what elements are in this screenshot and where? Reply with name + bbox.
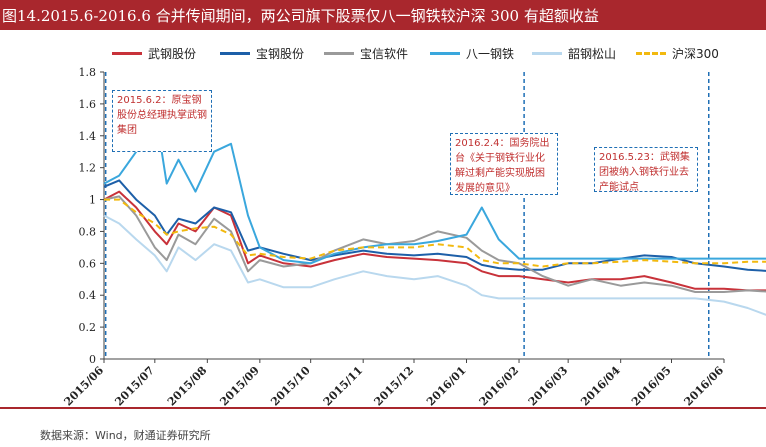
annotation-box-0: 2015.6.2：原宝钢股份总经理执掌武钢集团 <box>112 90 212 152</box>
series-line-2 <box>103 195 766 293</box>
x-tick-label-8: 2016/02 <box>477 364 522 407</box>
y-tick-label-2: 0.4 <box>79 289 97 302</box>
y-tick-label-7: 1.4 <box>79 130 97 143</box>
series-line-4 <box>103 214 766 316</box>
x-tick-label-4: 2015/10 <box>268 364 313 407</box>
legend-swatch-series-1 <box>220 51 250 55</box>
y-tick-label-6: 1.2 <box>79 162 97 175</box>
y-tick-label-5: 1 <box>89 194 96 207</box>
x-tick-label-0: 2015/06 <box>62 364 107 407</box>
legend-item-series-0: 武钢股份 <box>112 45 196 61</box>
chart-legend: 武钢股份 宝钢股份 宝信软件 八一钢铁 韶钢松山 沪深300 <box>112 45 719 61</box>
annotation-text-0: 2015.6.2：原宝钢股份总经理执掌武钢集团 <box>117 95 207 136</box>
series-line-5 <box>104 198 766 268</box>
legend-item-series-3: 八一钢铁 <box>430 45 514 61</box>
x-tick-label-1: 2015/07 <box>112 364 157 407</box>
legend-label-series-4: 韶钢松山 <box>568 46 617 61</box>
legend-swatch-series-2 <box>324 51 354 55</box>
y-tick-label-1: 0.2 <box>79 321 97 334</box>
legend-label-series-1: 宝钢股份 <box>256 46 305 61</box>
x-tick-label-5: 2015/11 <box>321 364 366 407</box>
annotation-text-2: 2016.5.23：武钢集团被纳入钢铁行业去产能试点 <box>599 152 690 193</box>
legend-label-series-2: 宝信软件 <box>360 46 409 61</box>
legend-item-series-2: 宝信软件 <box>324 45 408 61</box>
y-tick-label-8: 1.6 <box>79 98 97 111</box>
legend-swatch-series-3 <box>430 51 460 55</box>
series-line-0 <box>103 190 766 292</box>
annotation-box-1: 2016.2.4：国务院出台《关于钢铁行业化解过剩产能实现脱困发展的意见》 <box>450 133 558 195</box>
x-tick-label-11: 2016/05 <box>629 364 674 407</box>
y-tick-label-3: 0.6 <box>79 257 97 270</box>
x-tick-label-7: 2016/01 <box>424 364 469 407</box>
legend-swatch-series-0 <box>112 51 142 55</box>
legend-label-series-3: 八一钢铁 <box>466 46 515 61</box>
legend-swatch-series-5 <box>636 51 666 55</box>
title-bar: 图14.2015.6-2016.6 合并传闻期间，两公司旗下股票仅八一钢铁较沪深… <box>0 0 766 30</box>
legend-label-series-0: 武钢股份 <box>148 46 197 61</box>
y-tick-label-0: 0 <box>89 353 96 366</box>
x-tick-label-2: 2015/08 <box>165 364 210 407</box>
legend-item-series-4: 韶钢松山 <box>532 45 616 61</box>
footer-rule <box>0 407 766 409</box>
x-tick-label-12: 2016/06 <box>682 364 727 407</box>
x-tick-label-3: 2015/09 <box>217 364 262 407</box>
y-tick-label-9: 1.8 <box>79 66 97 79</box>
annotation-text-1: 2016.2.4：国务院出台《关于钢铁行业化解过剩产能实现脱困发展的意见》 <box>455 138 550 194</box>
source-note: 数据来源：Wind，财通证券研究所 <box>40 429 211 442</box>
line-chart: 0 0.2 0.4 0.6 0.8 1 1.2 1.4 1.6 1.8 2015/06 2015/07… <box>62 66 766 407</box>
legend-item-series-1: 宝钢股份 <box>220 45 304 61</box>
x-tick-label-9: 2016/03 <box>526 364 571 407</box>
legend-item-series-5: 沪深300 <box>636 45 719 61</box>
figure-title: 图14.2015.6-2016.6 合并传闻期间，两公司旗下股票仅八一钢铁较沪深… <box>2 7 599 25</box>
legend-label-series-5: 沪深300 <box>672 46 719 61</box>
series-line-3 <box>103 106 766 265</box>
x-tick-label-10: 2016/04 <box>578 364 623 407</box>
y-tick-label-4: 0.8 <box>79 225 97 238</box>
legend-swatch-series-4 <box>532 51 562 55</box>
x-tick-label-6: 2015/12 <box>372 364 417 407</box>
series-line-1 <box>103 179 766 272</box>
annotation-box-2: 2016.5.23：武钢集团被纳入钢铁行业去产能试点 <box>594 147 698 193</box>
